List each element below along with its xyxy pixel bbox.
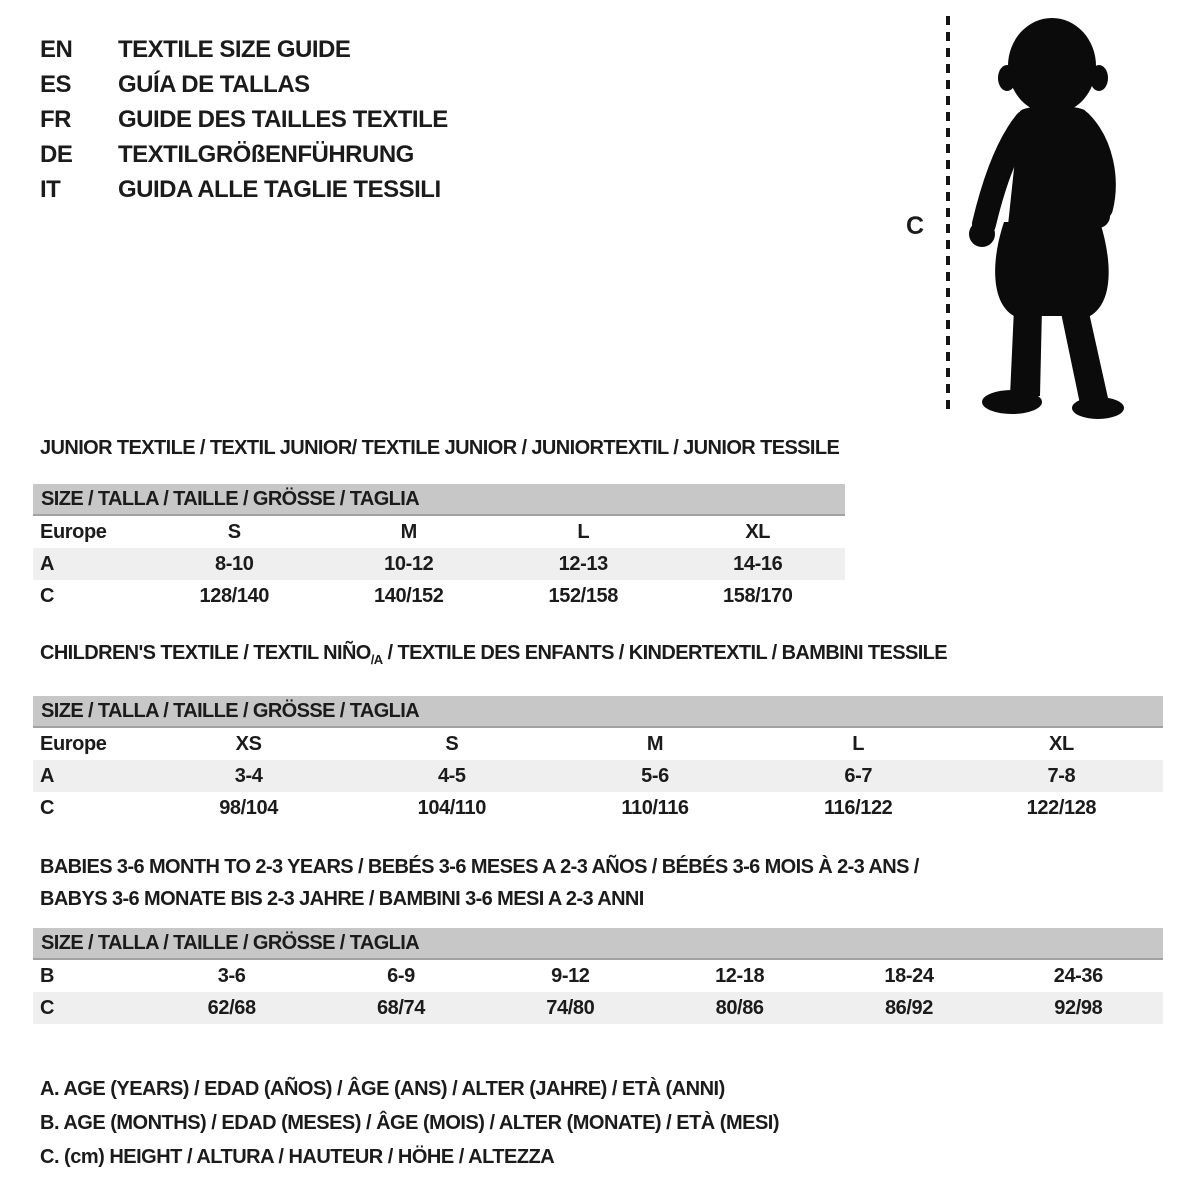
table-row: Europe S M L XL — [33, 516, 845, 548]
row-label-cell: A — [40, 553, 55, 575]
value-cell: 10-12 — [384, 553, 434, 575]
value-cell: 98/104 — [219, 797, 278, 819]
value-cell: 122/128 — [1026, 797, 1097, 819]
table-row: Europe XS S M L XL — [33, 728, 1163, 760]
value-cell: 6-7 — [844, 765, 873, 787]
value-cell: XL — [745, 521, 771, 543]
row-label-cell: Europe — [40, 521, 107, 543]
value-cell: 92/98 — [1054, 997, 1103, 1019]
value-cell: 5-6 — [641, 765, 669, 787]
language-title-list: EN TEXTILE SIZE GUIDE ES GUÍA DE TALLAS FR GU… — [40, 32, 448, 207]
section-title-suffix: / TEXTILE DES ENFANTS / KINDERTEXTIL / B… — [382, 642, 948, 664]
value-cell: 18-24 — [884, 965, 934, 987]
value-cell: 8-10 — [215, 553, 254, 575]
height-marker-label: C — [906, 212, 925, 240]
section-babies-textile: BABIES 3-6 MONTH TO 2-3 YEARS / BEBÉS 3-… — [33, 851, 1163, 1024]
language-code: DE — [40, 140, 73, 168]
value-cell: 62/68 — [207, 997, 256, 1019]
language-code: EN — [40, 35, 73, 63]
junior-size-table: SIZE / TALLA / TAILLE / GRÖSSE / TAGLIA E… — [33, 484, 845, 612]
toddler-silhouette-image — [969, 18, 1124, 419]
section-children-textile: CHILDREN'S TEXTILE / TEXTIL NIÑO/A / TEX… — [33, 642, 1163, 824]
value-cell: 9-12 — [551, 965, 590, 987]
value-cell: 3-6 — [217, 965, 246, 987]
value-cell: 116/122 — [824, 797, 893, 819]
row-label-cell: B — [40, 965, 55, 987]
value-cell: 74/80 — [546, 997, 595, 1019]
value-cell: 6-9 — [387, 965, 415, 987]
section-title-line1: BABIES 3-6 MONTH TO 2-3 YEARS / BEBÉS 3-… — [40, 856, 919, 878]
value-cell: 86/92 — [884, 997, 933, 1019]
guide-title: GUIDA ALLE TAGLIE TESSILI — [118, 175, 441, 203]
row-label-cell: C — [40, 997, 55, 1019]
guide-title: GUÍA DE TALLAS — [118, 70, 310, 98]
table-row: B 3-6 6-9 9-12 12-18 18-24 24-36 — [33, 960, 1163, 992]
value-cell: 7-8 — [1047, 765, 1076, 787]
value-cell: 68/74 — [376, 997, 426, 1019]
value-cell: 152/158 — [548, 585, 619, 607]
value-cell: 158/170 — [723, 585, 793, 607]
value-cell: 140/152 — [374, 585, 444, 607]
row-label-cell: A — [40, 765, 55, 787]
section-title: CHILDREN'S TEXTILE / TEXTIL NIÑO/A / TEX… — [33, 642, 1163, 667]
language-code: IT — [40, 175, 61, 203]
value-cell: L — [852, 733, 865, 755]
value-cell: 24-36 — [1053, 965, 1104, 987]
section-title-line2: BABYS 3-6 MONATE BIS 2-3 JAHRE / BAMBINI… — [40, 888, 644, 910]
section-title: JUNIOR TEXTILE / TEXTIL JUNIOR/ TEXTILE … — [40, 437, 840, 459]
table-row: C 62/68 68/74 74/80 80/86 86/92 92/98 — [33, 992, 1163, 1024]
size-header-bar: SIZE / TALLA / TAILLE / GRÖSSE / TAGLIA — [33, 484, 845, 516]
section-junior-textile: JUNIOR TEXTILE / TEXTIL JUNIOR/ TEXTILE … — [33, 437, 845, 612]
height-measure-dashed-line — [946, 16, 950, 414]
value-cell: 110/116 — [621, 797, 689, 819]
row-label-cell: Europe — [40, 733, 107, 755]
value-cell: 14-16 — [733, 553, 783, 575]
value-cell: 4-5 — [437, 765, 466, 787]
value-cell: S — [227, 521, 241, 543]
table-row: A 3-4 4-5 5-6 6-7 7-8 — [33, 760, 1163, 792]
table-row: C 98/104 104/110 110/116 116/122 122/128 — [33, 792, 1163, 824]
value-cell: S — [445, 733, 459, 755]
value-cell: L — [577, 521, 590, 543]
value-cell: 104/110 — [417, 797, 487, 819]
value-cell: XL — [1049, 733, 1074, 755]
row-label-cell: C — [40, 797, 55, 819]
section-title: BABIES 3-6 MONTH TO 2-3 YEARS / BEBÉS 3-… — [33, 851, 1163, 915]
value-cell: 128/140 — [199, 585, 270, 607]
language-code: ES — [40, 70, 72, 98]
value-cell: 80/86 — [715, 997, 764, 1019]
row-label-cell: C — [40, 585, 55, 607]
guide-title: TEXTILGRÖßENFÜHRUNG — [118, 140, 414, 168]
table-row: A 8-10 10-12 12-13 14-16 — [33, 548, 845, 580]
size-header-bar: SIZE / TALLA / TAILLE / GRÖSSE / TAGLIA — [33, 696, 1163, 728]
guide-title: TEXTILE SIZE GUIDE — [118, 35, 351, 63]
value-cell: XS — [235, 733, 262, 755]
value-cell: 12-18 — [715, 965, 765, 987]
value-cell: 12-13 — [558, 553, 609, 575]
table-row: C 128/140 140/152 152/158 158/170 — [33, 580, 845, 612]
size-header-bar: SIZE / TALLA / TAILLE / GRÖSSE / TAGLIA — [33, 928, 1163, 960]
value-cell: M — [646, 733, 664, 755]
value-cell: M — [400, 521, 418, 543]
section-title-subscript: /A — [370, 652, 383, 667]
babies-size-table: SIZE / TALLA / TAILLE / GRÖSSE / TAGLIA B… — [33, 928, 1163, 1024]
value-cell: 3-4 — [234, 765, 263, 787]
children-size-table: SIZE / TALLA / TAILLE / GRÖSSE / TAGLIA E… — [33, 696, 1163, 824]
section-title-prefix: CHILDREN'S TEXTILE / TEXTIL NIÑO — [40, 642, 371, 664]
legend-line: B. AGE (MONTHS) / EDAD (MESES) / ÂGE (MO… — [40, 1112, 780, 1134]
language-code: FR — [40, 105, 72, 133]
guide-title: GUIDE DES TAILLES TEXTILE — [118, 105, 448, 133]
legend-line: C. (cm) HEIGHT / ALTURA / HAUTEUR / HÖHE… — [40, 1146, 555, 1168]
legend: A. AGE (YEARS) / EDAD (AÑOS) / ÂGE (ANS)… — [40, 1072, 780, 1174]
legend-line: A. AGE (YEARS) / EDAD (AÑOS) / ÂGE (ANS)… — [40, 1078, 725, 1100]
